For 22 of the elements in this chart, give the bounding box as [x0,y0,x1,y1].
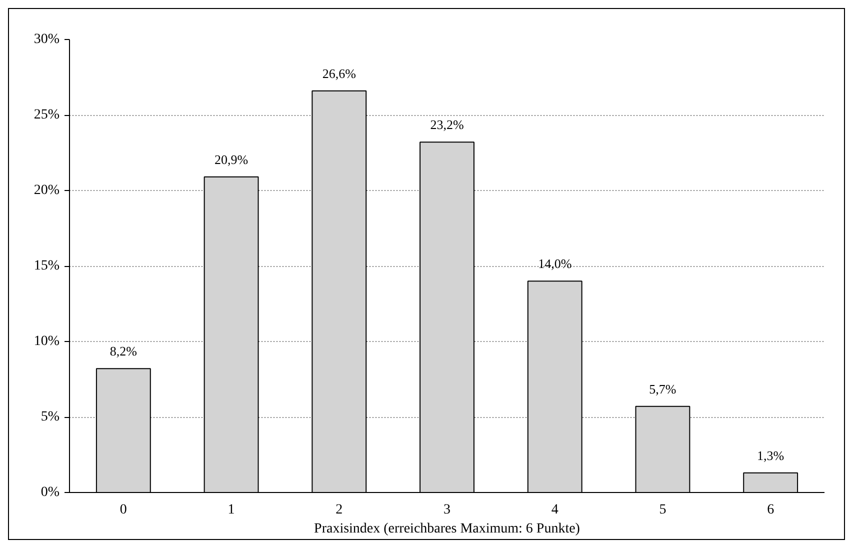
data-label: 5,7% [649,381,676,396]
data-label: 26,6% [322,66,356,81]
y-tick-label: 15% [34,258,60,274]
y-tick-label: 30% [34,32,60,47]
y-tick-label: 10% [34,334,60,349]
data-label: 20,9% [214,152,248,167]
data-label: 14,0% [538,256,572,272]
y-tick-label: 0% [40,485,60,500]
y-tick-label: 20% [34,183,60,198]
x-axis-title: Praxisindex (erreichbares Maximum: 6 Punkte) [314,522,580,536]
data-label: 8,2% [110,344,138,359]
data-label: 1,3% [757,448,784,463]
data-label: 23,2% [430,117,464,132]
x-tick-label: 4 [551,502,558,518]
x-tick-label: 6 [767,502,774,518]
y-tick-label: 25% [34,108,60,122]
x-tick-label: 0 [120,502,127,518]
x-tick-label: 5 [659,502,666,518]
x-tick-label: 2 [336,502,343,518]
x-tick-label: 1 [228,502,235,518]
y-tick-label: 5% [40,410,60,424]
x-tick-label: 3 [444,502,450,518]
